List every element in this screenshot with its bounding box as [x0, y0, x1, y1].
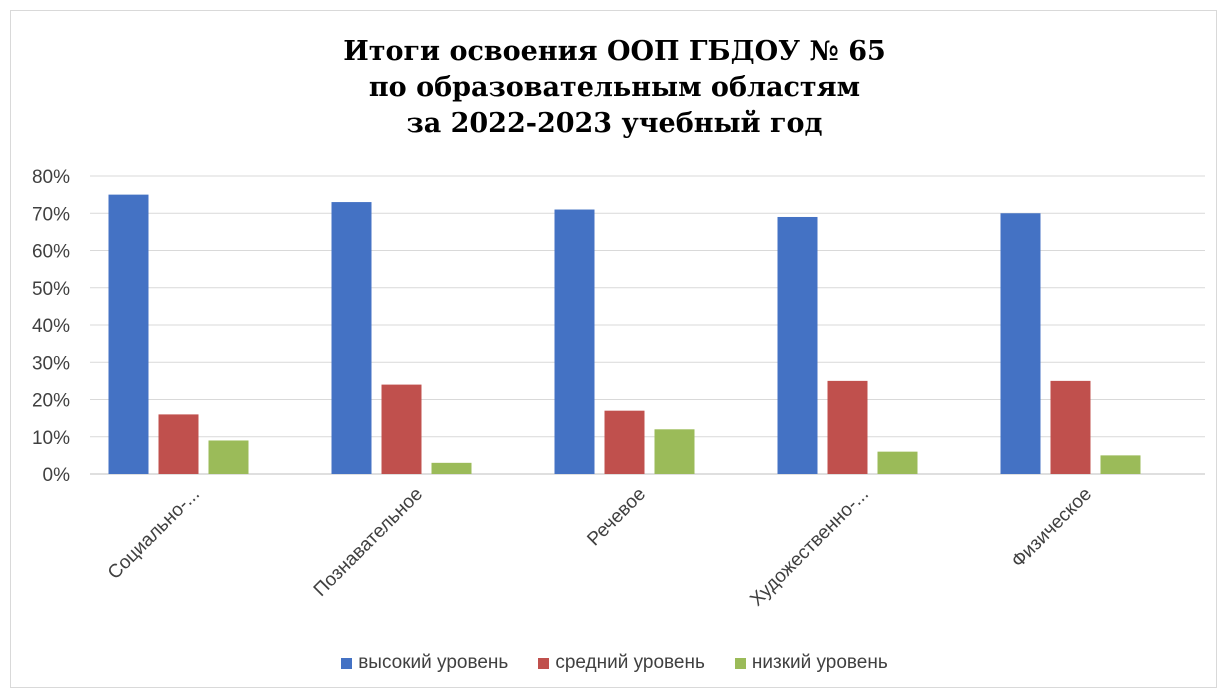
bar-medium: [158, 414, 199, 474]
bar-medium: [1050, 380, 1091, 474]
chart-title-line-1: Итоги освоения ООП ГБДОУ № 65: [343, 36, 886, 67]
legend-swatch-high: [341, 657, 353, 669]
y-tick-label: 20%: [32, 391, 70, 412]
y-tick-label: 30%: [32, 353, 70, 374]
y-tick-label: 40%: [32, 316, 70, 337]
x-category-label: Познавательное: [310, 484, 427, 601]
chart-title-line-3: за 2022-2023 учебный год: [406, 108, 823, 139]
bar-medium: [604, 410, 645, 474]
legend-item-low: низкий уровень: [734, 652, 888, 674]
legend-swatch-low: [734, 657, 746, 669]
legend-item-high: высокий уровень: [341, 652, 508, 674]
y-tick-label: 50%: [32, 279, 70, 300]
bar-low: [208, 440, 249, 474]
bar-low: [877, 451, 918, 474]
bar-medium: [381, 384, 422, 474]
chart-legend: высокий уровень средний уровень низкий у…: [0, 652, 1229, 674]
bar-high: [1000, 213, 1041, 474]
chart-title: Итоги освоения ООП ГБДОУ № 65 по образов…: [0, 34, 1229, 142]
x-category-label: Речевое: [583, 484, 650, 551]
legend-label-medium: средний уровень: [555, 652, 705, 673]
legend-label-low: низкий уровень: [751, 652, 888, 673]
y-tick-label: 10%: [32, 428, 70, 449]
bar-low: [431, 462, 472, 474]
bar-low: [654, 429, 695, 474]
y-tick-label: 60%: [32, 242, 70, 263]
chart-title-line-2: по образовательным областям: [368, 72, 861, 103]
bar-low: [1100, 455, 1141, 474]
bar-high: [777, 216, 818, 474]
x-category-label: Физическое: [1008, 484, 1096, 572]
legend-swatch-medium: [538, 657, 550, 669]
legend-item-medium: средний уровень: [538, 652, 705, 674]
x-category-label: Социально-...: [104, 484, 204, 584]
y-tick-label: 0%: [43, 465, 71, 486]
bar-medium: [827, 380, 868, 474]
legend-label-high: высокий уровень: [358, 652, 509, 673]
bar-high: [554, 209, 595, 474]
y-tick-label: 70%: [32, 204, 70, 225]
bar-high: [108, 194, 149, 474]
bar-high: [331, 202, 372, 474]
x-category-label: Художественно-...: [746, 484, 873, 611]
y-tick-label: 80%: [32, 167, 70, 188]
